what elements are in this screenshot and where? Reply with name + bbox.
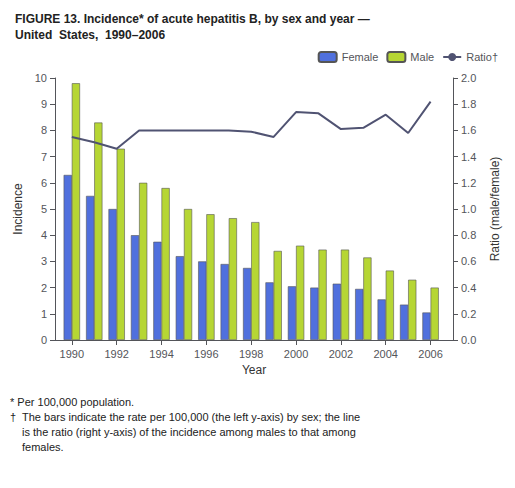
svg-text:females.: females. [22,441,64,453]
svg-text:Female: Female [342,51,379,63]
svg-text:Incidence: Incidence [11,183,25,235]
svg-text:0.8: 0.8 [461,229,476,241]
svg-text:2002: 2002 [329,348,353,360]
svg-text:1998: 1998 [239,348,263,360]
svg-text:1.0: 1.0 [461,203,476,215]
svg-text:0.4: 0.4 [461,282,476,294]
svg-text:4: 4 [41,229,47,241]
svg-text:2004: 2004 [373,348,397,360]
svg-text:1.6: 1.6 [461,124,476,136]
svg-text:3: 3 [41,255,47,267]
svg-text:1.4: 1.4 [461,151,476,163]
svg-text:Ratio (male/female): Ratio (male/female) [488,157,502,262]
svg-text:0.0: 0.0 [461,334,476,346]
svg-text:1: 1 [41,308,47,320]
svg-text:United States, 1990–2006: United States, 1990–2006 [15,28,165,42]
svg-text:Ratio†: Ratio† [466,51,498,63]
svg-text:2.0: 2.0 [461,72,476,84]
svg-text:0: 0 [41,334,47,346]
svg-text:†: † [10,411,16,423]
svg-text:9: 9 [41,98,47,110]
svg-text:0.2: 0.2 [461,308,476,320]
svg-text:1.2: 1.2 [461,177,476,189]
svg-text:Year: Year [242,363,266,377]
svg-text:1996: 1996 [194,348,218,360]
svg-text:6: 6 [41,177,47,189]
svg-text:The bars indicate the rate per: The bars indicate the rate per 100,000 (… [22,411,360,423]
svg-text:10: 10 [35,72,47,84]
svg-text:is the ratio (right y-axis) of: is the ratio (right y-axis) of the incid… [22,426,356,438]
svg-text:2: 2 [41,282,47,294]
svg-text:1992: 1992 [104,348,128,360]
svg-text:Male: Male [410,51,434,63]
svg-text:1990: 1990 [60,348,84,360]
svg-text:FIGURE 13. Incidence* of acute: FIGURE 13. Incidence* of acute hepatitis… [15,12,370,26]
svg-text:7: 7 [41,151,47,163]
svg-text:8: 8 [41,124,47,136]
svg-text:1994: 1994 [149,348,173,360]
svg-text:* Per 100,000 population.: * Per 100,000 population. [10,396,134,408]
svg-text:5: 5 [41,203,47,215]
svg-text:2006: 2006 [418,348,442,360]
svg-text:0.6: 0.6 [461,255,476,267]
svg-text:2000: 2000 [284,348,308,360]
svg-text:1.8: 1.8 [461,98,476,110]
